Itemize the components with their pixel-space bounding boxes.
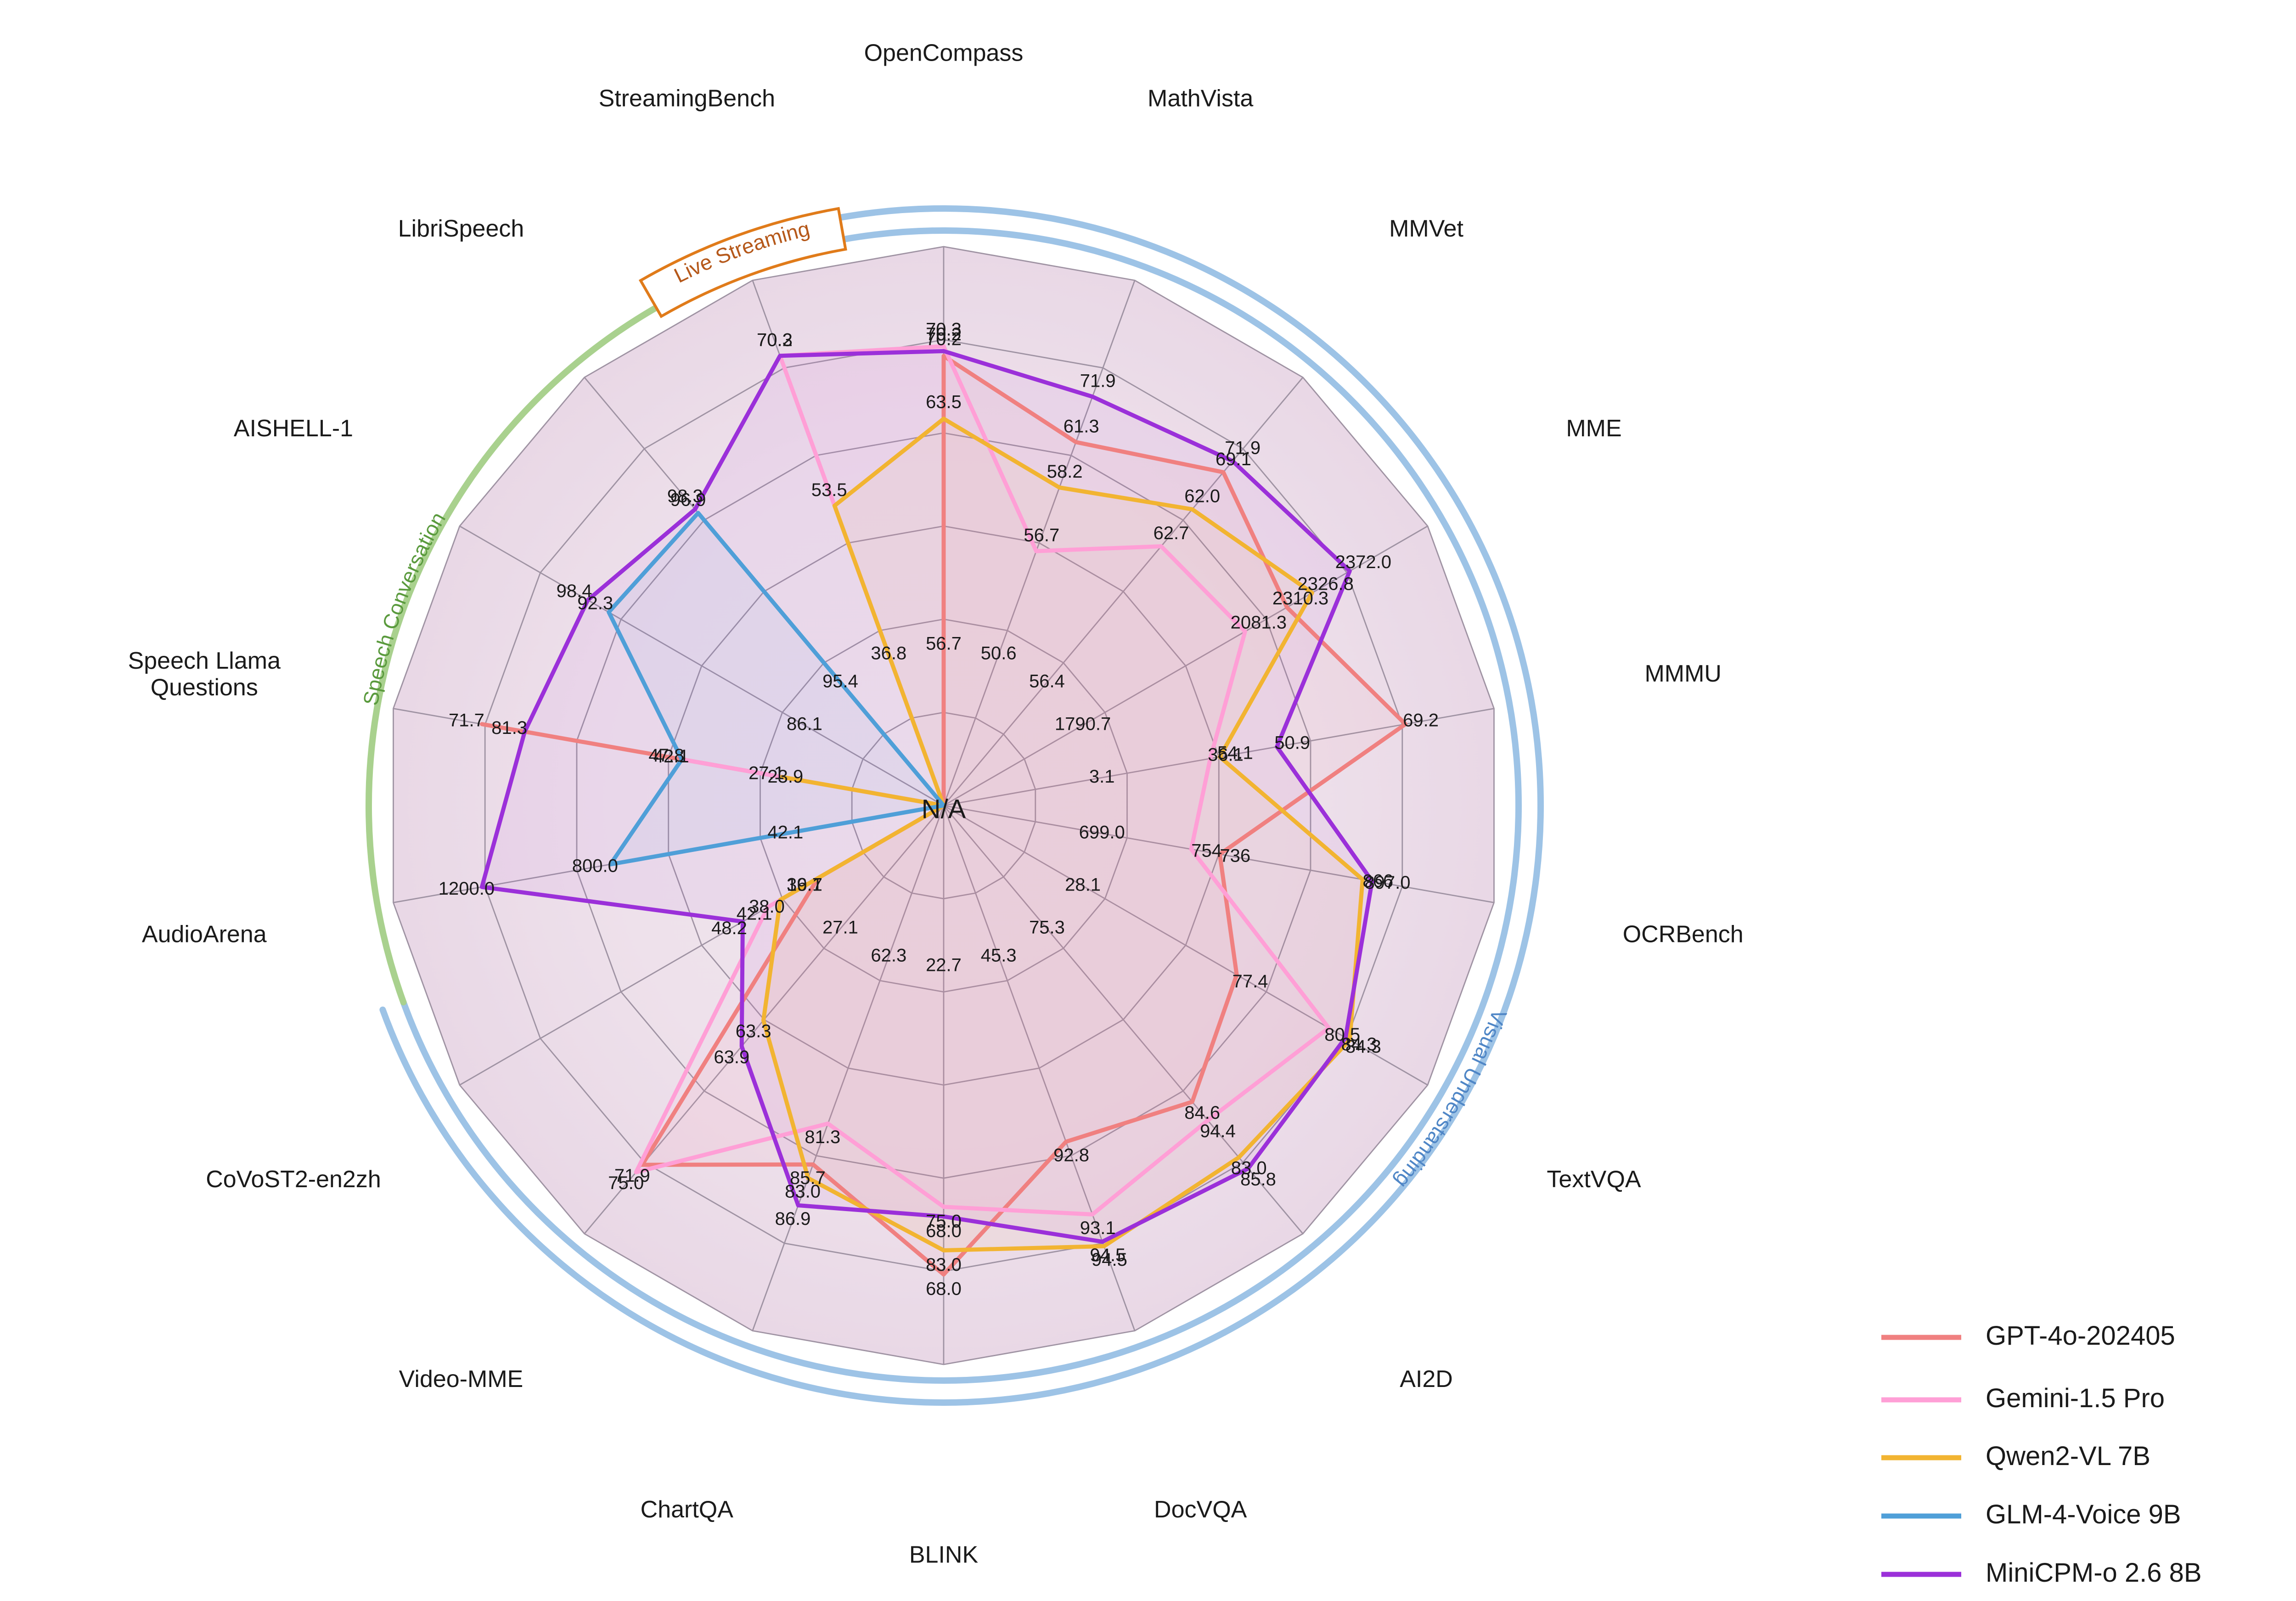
svg-text:27.1: 27.1: [822, 918, 858, 938]
svg-text:Qwen2-VL 7B: Qwen2-VL 7B: [1986, 1441, 2150, 1471]
svg-text:28.1: 28.1: [1065, 875, 1101, 895]
svg-text:58.2: 58.2: [1047, 462, 1083, 482]
svg-text:94.5: 94.5: [1090, 1245, 1125, 1265]
svg-text:84.3: 84.3: [1341, 1034, 1377, 1054]
svg-text:62.7: 62.7: [1154, 523, 1189, 543]
svg-text:48.2: 48.2: [711, 918, 747, 938]
svg-text:36.1: 36.1: [787, 875, 822, 895]
svg-text:MathVista: MathVista: [1148, 85, 1253, 112]
svg-text:63.5: 63.5: [926, 392, 962, 412]
svg-text:71.9: 71.9: [1080, 371, 1116, 391]
svg-text:47.8: 47.8: [648, 745, 684, 766]
svg-text:GLM-4-Voice 9B: GLM-4-Voice 9B: [1986, 1500, 2181, 1529]
svg-text:77.4: 77.4: [1232, 971, 1268, 992]
svg-text:95.4: 95.4: [822, 671, 858, 691]
svg-text:71.7: 71.7: [449, 710, 484, 730]
svg-text:63.9: 63.9: [714, 1047, 749, 1067]
svg-text:85.8: 85.8: [1240, 1169, 1276, 1189]
svg-text:36.8: 36.8: [871, 643, 906, 664]
svg-text:897.0: 897.0: [1364, 873, 1410, 893]
svg-text:56.7: 56.7: [1024, 525, 1059, 546]
svg-text:50.9: 50.9: [1274, 733, 1310, 753]
svg-text:70.2: 70.2: [926, 324, 962, 344]
svg-text:71.9: 71.9: [1225, 438, 1261, 458]
svg-text:68.0: 68.0: [926, 1279, 962, 1299]
svg-text:MiniCPM-o 2.6 8B: MiniCPM-o 2.6 8B: [1986, 1558, 2202, 1588]
svg-text:84.6: 84.6: [1184, 1103, 1220, 1123]
svg-text:Video-MME: Video-MME: [399, 1366, 523, 1392]
svg-text:OpenCompass: OpenCompass: [864, 40, 1024, 67]
svg-text:MMVet: MMVet: [1389, 215, 1463, 242]
svg-text:800.0: 800.0: [572, 856, 618, 876]
svg-text:45.3: 45.3: [981, 945, 1017, 965]
svg-text:2081.3: 2081.3: [1231, 613, 1287, 633]
svg-text:38.0: 38.0: [749, 896, 785, 917]
svg-text:AISHELL-1: AISHELL-1: [234, 415, 353, 442]
svg-text:75.3: 75.3: [1029, 918, 1065, 938]
svg-text:2326.8: 2326.8: [1298, 574, 1354, 594]
svg-text:54.1: 54.1: [1217, 743, 1253, 763]
svg-text:AudioArena: AudioArena: [142, 921, 267, 948]
svg-text:69.2: 69.2: [1403, 710, 1439, 730]
svg-text:1790.7: 1790.7: [1055, 714, 1111, 734]
svg-text:MME: MME: [1566, 415, 1621, 442]
svg-text:OCRBench: OCRBench: [1623, 921, 1744, 948]
svg-text:61.3: 61.3: [1064, 416, 1099, 436]
svg-text:93.1: 93.1: [1080, 1218, 1116, 1238]
svg-text:68.0: 68.0: [926, 1221, 962, 1241]
svg-text:Questions: Questions: [151, 674, 258, 701]
svg-text:75.0: 75.0: [608, 1173, 644, 1193]
svg-text:GPT-4o-202405: GPT-4o-202405: [1986, 1321, 2175, 1351]
svg-text:86.1: 86.1: [787, 714, 822, 734]
svg-text:92.8: 92.8: [1053, 1145, 1089, 1166]
svg-text:N/A: N/A: [922, 794, 966, 824]
svg-text:98.4: 98.4: [557, 581, 592, 601]
svg-text:LibriSpeech: LibriSpeech: [398, 215, 524, 242]
svg-text:56.7: 56.7: [926, 634, 962, 654]
svg-text:ChartQA: ChartQA: [641, 1496, 734, 1523]
svg-text:56.4: 56.4: [1029, 671, 1065, 691]
svg-text:23.9: 23.9: [767, 767, 803, 787]
svg-text:86.9: 86.9: [775, 1209, 811, 1229]
svg-text:TextVQA: TextVQA: [1547, 1166, 1641, 1193]
svg-text:1200.0: 1200.0: [439, 879, 495, 899]
svg-text:98.3: 98.3: [667, 486, 703, 506]
svg-text:83.0: 83.0: [926, 1255, 962, 1275]
svg-text:AI2D: AI2D: [1400, 1366, 1453, 1392]
svg-text:22.7: 22.7: [926, 955, 962, 975]
svg-text:83.0: 83.0: [785, 1182, 821, 1202]
svg-text:699.0: 699.0: [1079, 822, 1125, 842]
svg-text:63.3: 63.3: [736, 1021, 771, 1041]
svg-text:CoVoST2-en2zh: CoVoST2-en2zh: [206, 1166, 381, 1193]
svg-text:754: 754: [1191, 841, 1222, 861]
svg-text:Gemini-1.5 Pro: Gemini-1.5 Pro: [1986, 1383, 2165, 1413]
svg-text:3.1: 3.1: [1089, 767, 1115, 787]
svg-text:50.6: 50.6: [981, 643, 1017, 664]
svg-text:81.3: 81.3: [805, 1127, 840, 1147]
svg-text:70.2: 70.2: [757, 330, 793, 350]
svg-text:DocVQA: DocVQA: [1154, 1496, 1247, 1523]
svg-text:94.4: 94.4: [1200, 1121, 1236, 1141]
svg-text:53.5: 53.5: [811, 480, 847, 500]
svg-text:62.0: 62.0: [1184, 486, 1220, 506]
svg-text:Speech Llama: Speech Llama: [128, 648, 281, 674]
svg-text:MMMU: MMMU: [1644, 660, 1722, 687]
svg-text:2372.0: 2372.0: [1335, 552, 1391, 572]
svg-text:42.1: 42.1: [767, 822, 803, 842]
svg-text:736: 736: [1220, 846, 1250, 866]
svg-text:BLINK: BLINK: [909, 1542, 979, 1568]
svg-text:62.3: 62.3: [871, 945, 906, 965]
svg-text:StreamingBench: StreamingBench: [599, 85, 775, 112]
svg-text:81.3: 81.3: [491, 718, 527, 738]
